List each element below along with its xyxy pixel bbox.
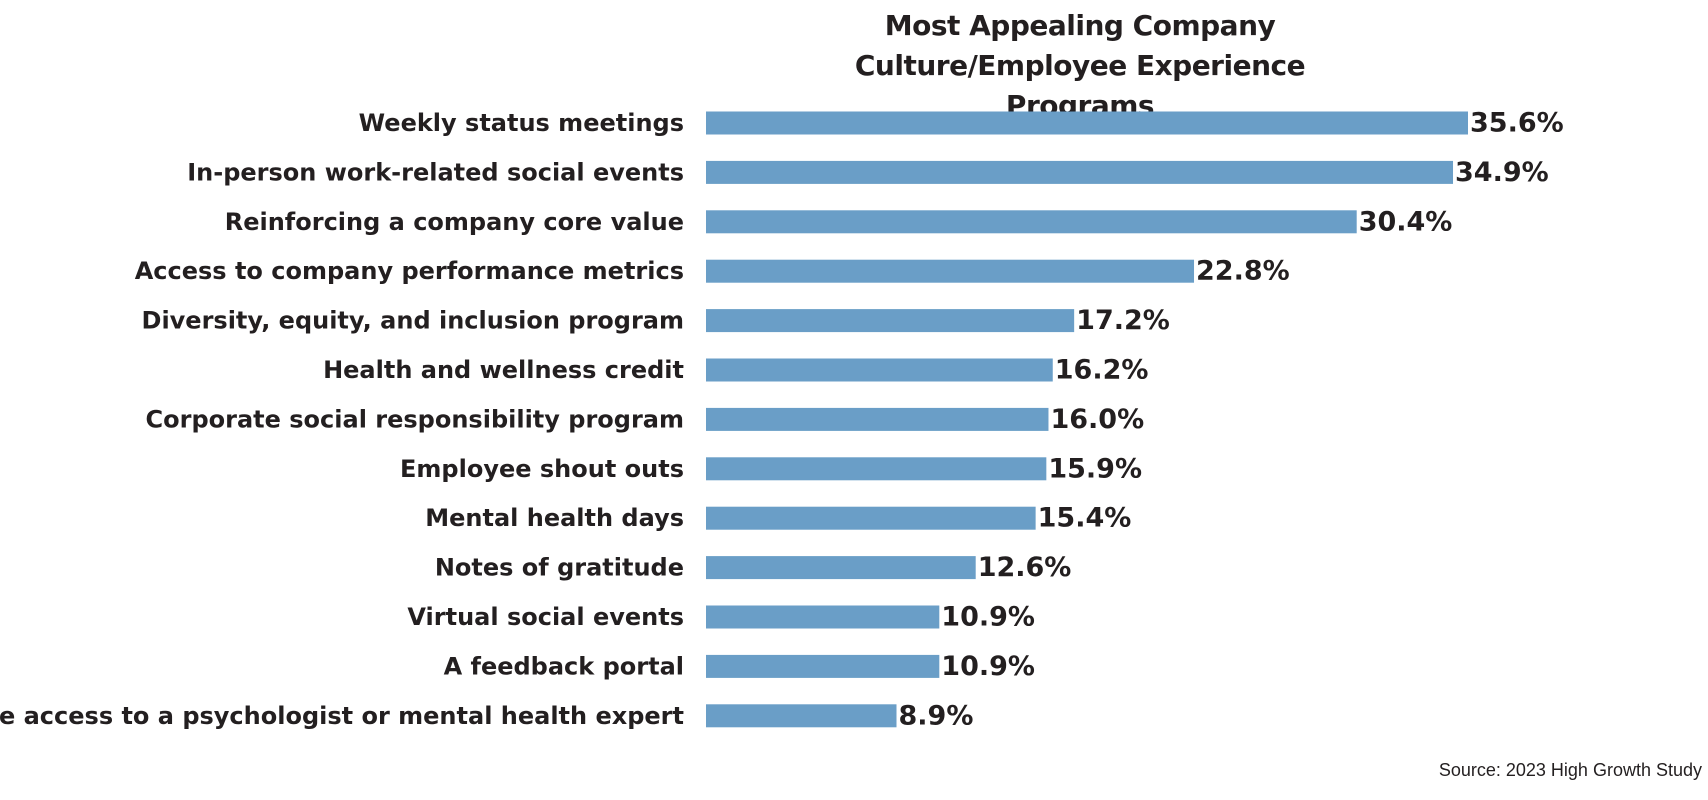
bar <box>706 111 1468 135</box>
value-label: 16.2% <box>1055 355 1149 386</box>
source-note: Source: 2023 High Growth Study <box>1438 760 1702 780</box>
value-label: 17.2% <box>1076 305 1170 336</box>
bar <box>706 160 1454 184</box>
category-label: Free access to a psychologist or mental … <box>0 702 684 730</box>
value-label: 22.8% <box>1196 256 1290 287</box>
bar <box>706 407 1049 431</box>
category-label: Health and wellness credit <box>323 356 684 384</box>
bar <box>706 654 940 678</box>
value-label: 10.9% <box>941 602 1035 633</box>
category-label: Notes of gratitude <box>435 554 684 582</box>
category-label: Weekly status meetings <box>359 109 684 137</box>
value-label: 15.4% <box>1038 503 1132 534</box>
category-label: Employee shout outs <box>400 455 684 483</box>
bar <box>706 506 1036 530</box>
bar <box>706 259 1195 283</box>
bar <box>706 457 1047 481</box>
bar <box>706 605 940 629</box>
bar <box>706 309 1075 333</box>
category-label: In-person work-related social events <box>187 158 684 186</box>
category-label: Access to company performance metrics <box>135 257 684 285</box>
category-label: Mental health days <box>425 504 684 532</box>
category-label: Virtual social events <box>407 603 684 631</box>
category-label: Corporate social responsibility program <box>146 405 684 433</box>
bar <box>706 358 1053 382</box>
bar <box>706 556 976 580</box>
value-label: 8.9% <box>899 700 974 731</box>
value-label: 30.4% <box>1359 206 1453 237</box>
chart-title: Most Appealing Company Culture/Employee … <box>854 9 1306 122</box>
value-label: 10.9% <box>941 651 1035 682</box>
category-label: A feedback portal <box>444 652 684 680</box>
value-label: 12.6% <box>978 552 1072 583</box>
value-label: 35.6% <box>1470 108 1564 139</box>
category-label: Reinforcing a company core value <box>225 208 684 236</box>
bar <box>706 704 897 728</box>
bar <box>706 210 1357 234</box>
value-label: 16.0% <box>1050 404 1144 435</box>
value-label: 34.9% <box>1455 157 1549 188</box>
category-label: Diversity, equity, and inclusion program <box>142 307 684 335</box>
value-label: 15.9% <box>1048 453 1142 484</box>
